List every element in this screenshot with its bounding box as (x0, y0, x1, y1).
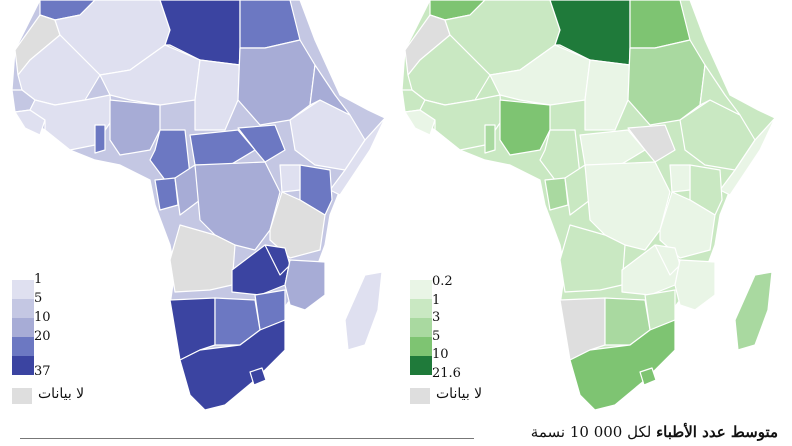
right-legend-swatch-2 (410, 299, 432, 318)
right-region-lesotho (639, 367, 657, 386)
left-region-car (189, 129, 256, 166)
left-region-angola (169, 224, 236, 293)
right-legend-tick: 1 (432, 293, 441, 308)
left-legend-swatch-5 (12, 356, 34, 375)
right-legend-nodata-label: لا بيانات (436, 386, 483, 402)
right-region-nigeria (499, 99, 551, 156)
right-legend-tick: 5 (432, 329, 441, 344)
right-legend-swatch-3 (410, 318, 432, 337)
left-legend: 1 5 10 20 37 لا بيانات (12, 272, 132, 420)
left-region-southafrica (179, 319, 286, 411)
left-legend-nodata-swatch (12, 388, 32, 404)
right-legend: 0.2 1 3 5 10 21.6 لا بيانات (410, 274, 530, 420)
left-region-egypt (239, 0, 301, 49)
right-region-namibia (559, 297, 606, 361)
left-region-madagascar (344, 271, 383, 351)
right-region-southafrica (569, 319, 676, 411)
right-region-angola (559, 224, 626, 293)
left-region-kenya (299, 164, 333, 216)
right-region-tanzania (659, 191, 716, 259)
right-region-egypt (629, 0, 691, 49)
left-legend-tick: 5 (34, 291, 43, 306)
left-legend-tick: 37 (34, 364, 51, 379)
left-region-guinea (14, 109, 46, 136)
left-region-eritrea (309, 64, 351, 116)
left-region-namibia (169, 297, 216, 361)
left-region-lesotho (249, 367, 267, 386)
left-region-mozambique (284, 259, 326, 311)
right-map-africa (401, 0, 776, 411)
right-region-gabon (544, 177, 569, 211)
right-region-mozambique (674, 259, 716, 311)
left-region-ghana (94, 124, 106, 154)
caption-subtitle: لكل 000 10 نسمة (530, 423, 652, 441)
right-legend-swatch-4 (410, 337, 432, 356)
left-region-nigeria (109, 99, 161, 156)
left-region-drc (194, 161, 281, 251)
left-legend-tick: 10 (34, 310, 51, 325)
right-legend-tick: 3 (432, 310, 441, 325)
left-legend-swatch-2 (12, 299, 34, 318)
right-region-ghana (484, 124, 496, 154)
left-region-tanzania (269, 191, 326, 259)
left-legend-tick: 1 (34, 272, 43, 287)
right-legend-swatch-5 (410, 356, 432, 375)
right-region-kenya (689, 164, 723, 216)
right-region-southsudan (627, 124, 676, 163)
right-legend-swatch-1 (410, 280, 432, 299)
right-legend-nodata-swatch (410, 388, 430, 404)
left-region-southsudan (237, 124, 286, 163)
figure-caption: متوسط عدد الأطباء لكل 000 10 نسمة (531, 423, 778, 441)
left-legend-swatch-1 (12, 280, 34, 299)
left-legend-swatch-3 (12, 318, 34, 337)
left-map-africa (11, 0, 386, 411)
left-legend-swatch-4 (12, 337, 34, 356)
right-legend-tick: 21.6 (432, 366, 461, 381)
right-region-car (579, 129, 646, 166)
left-legend-nodata-label: لا بيانات (38, 386, 85, 402)
right-region-madagascar (734, 271, 773, 351)
right-region-drc (584, 161, 671, 251)
right-region-eritrea (699, 64, 741, 116)
left-region-gabon (154, 177, 179, 211)
caption-rule (20, 438, 474, 439)
right-legend-tick: 0.2 (432, 274, 453, 289)
right-region-guinea (404, 109, 436, 136)
caption-title: متوسط عدد الأطباء (656, 423, 778, 441)
left-region-uganda (279, 164, 301, 193)
left-legend-tick: 20 (34, 329, 51, 344)
right-legend-tick: 10 (432, 347, 449, 362)
right-region-uganda (669, 164, 691, 193)
